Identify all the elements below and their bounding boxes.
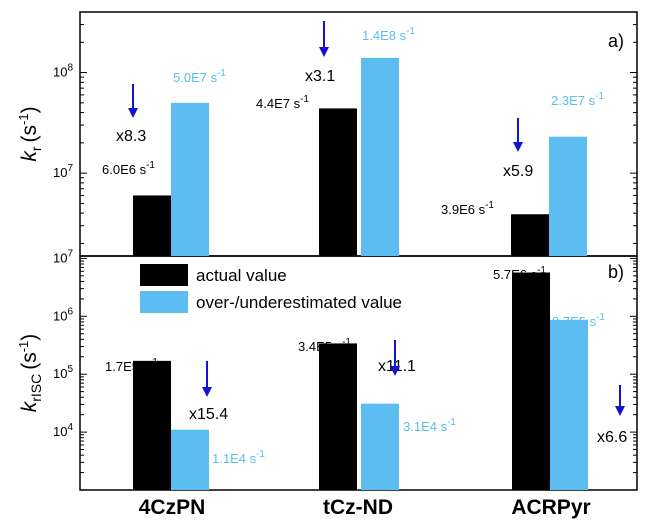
panel-b-y-axis-title: krISC(s-1) bbox=[16, 334, 44, 413]
decrease-arrow-4czpn bbox=[202, 361, 212, 397]
legend-label-estimated: over-/underestimated value bbox=[196, 293, 402, 312]
decrease-arrow-tcz-nd bbox=[319, 21, 329, 57]
panel-b-frame bbox=[79, 255, 638, 491]
factor-label-4czpn: x8.3 bbox=[116, 128, 146, 145]
bar-over-underestimated-value-acrpyr bbox=[549, 136, 587, 256]
factor-label-acrpyr: x5.9 bbox=[503, 163, 533, 180]
value-label-estimated-4czpn: 5.0E7 s-1 bbox=[173, 68, 226, 85]
panel-a-y-axis-title: kr(s-1) bbox=[16, 106, 44, 161]
factor-label-acrpyr: x6.6 bbox=[597, 429, 627, 446]
bar-over-underestimated-value-tcz-nd bbox=[361, 57, 399, 256]
bar-actual-value-tcz-nd bbox=[319, 343, 357, 490]
bar-over-underestimated-value-tcz-nd bbox=[361, 403, 399, 490]
legend-label-actual: actual value bbox=[196, 266, 287, 285]
panel-b: 104 105 106 107 1.7E5 s-1 1.1E4 s-1 3.4E5 s-1 3… bbox=[53, 248, 637, 491]
category-label-4czpn: 4CzPN bbox=[139, 496, 206, 519]
bar-actual-value-acrpyr bbox=[512, 272, 550, 490]
bar-over-underestimated-value-acrpyr bbox=[550, 319, 588, 490]
factor-label-tcz-nd: x3.1 bbox=[305, 68, 335, 85]
value-label-actual-acrpyr: 5.7E6 s-1 bbox=[493, 265, 546, 282]
bar-actual-value-4czpn bbox=[133, 360, 171, 490]
value-label-estimated-tcz-nd: 1.4E8 s-1 bbox=[362, 26, 415, 43]
decrease-arrow-4czpn bbox=[128, 84, 138, 118]
value-label-estimated-acrpyr: 2.3E7 s-1 bbox=[551, 91, 604, 108]
value-label-estimated-4czpn: 1.1E4 s-1 bbox=[212, 449, 265, 466]
decrease-arrow-acrpyr bbox=[513, 118, 523, 152]
value-label-actual-tcz-nd: 3.4E5 s-1 bbox=[298, 337, 351, 354]
value-label-estimated-tcz-nd: 3.1E4 s-1 bbox=[403, 417, 456, 434]
bar-actual-value-acrpyr bbox=[511, 214, 549, 256]
bar-over-underestimated-value-4czpn bbox=[171, 102, 209, 256]
y-tick-label: 106 bbox=[53, 306, 73, 323]
panel-b-label: b) bbox=[608, 262, 624, 282]
bar-actual-value-tcz-nd bbox=[319, 108, 357, 257]
y-tick-label: 108 bbox=[53, 63, 73, 80]
legend-swatch-actual bbox=[140, 264, 188, 286]
category-label-acrpyr: ACRPyr bbox=[511, 496, 590, 519]
bar-over-underestimated-value-4czpn bbox=[171, 429, 209, 490]
panel-a-label: a) bbox=[608, 31, 624, 51]
y-tick-label: 104 bbox=[53, 422, 73, 439]
category-label-tcz-nd: tCz-ND bbox=[323, 496, 393, 519]
legend-swatch-estimated bbox=[140, 291, 188, 313]
decrease-arrow-tcz-nd bbox=[390, 340, 400, 376]
decrease-arrow-acrpyr bbox=[615, 385, 625, 416]
value-label-actual-4czpn: 1.7E5 s-1 bbox=[105, 357, 158, 374]
y-tick-label: 105 bbox=[53, 364, 73, 381]
value-label-actual-4czpn: 6.0E6 s-1 bbox=[102, 160, 155, 177]
panel-a: 107 108 6.0E6 s-1 5.0E7 s-1 4.4E7 s-1 1.4E8 s… bbox=[53, 11, 637, 257]
y-tick-label: 107 bbox=[53, 163, 73, 180]
bar-actual-value-4czpn bbox=[133, 195, 171, 256]
factor-label-4czpn: x15.4 bbox=[189, 406, 228, 423]
value-label-estimated-acrpyr: 8.7E5 s-1 bbox=[552, 312, 605, 329]
value-label-actual-tcz-nd: 4.4E7 s-1 bbox=[256, 94, 309, 111]
value-label-actual-acrpyr: 3.9E6 s-1 bbox=[441, 200, 494, 217]
y-tick-label: 107 bbox=[53, 248, 73, 265]
